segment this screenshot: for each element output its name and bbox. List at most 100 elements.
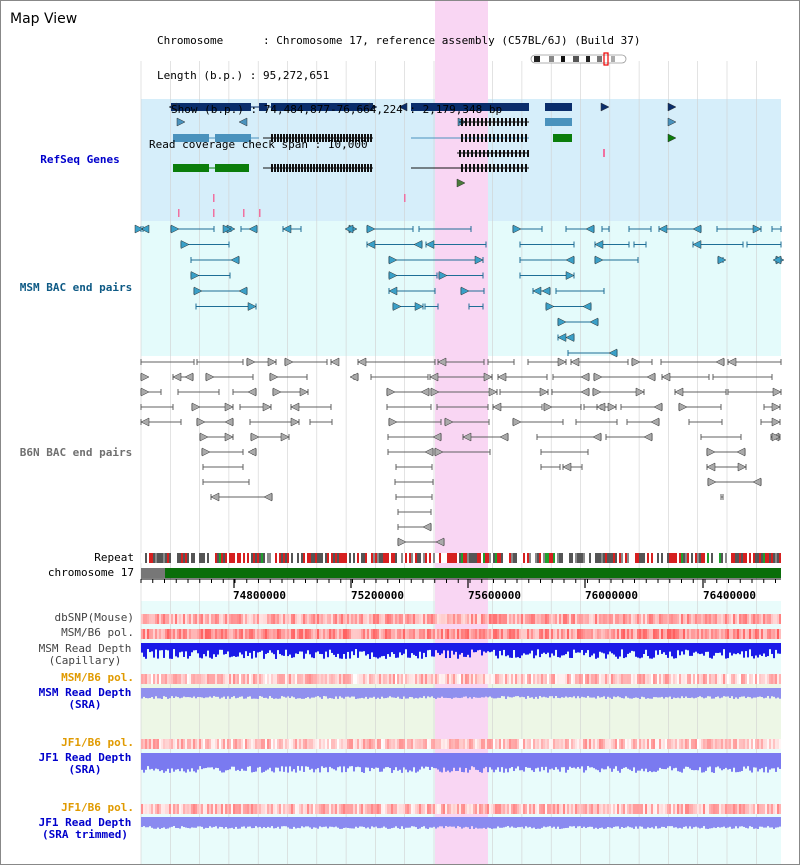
msm-depth-sra-bar (641, 688, 643, 697)
dbsnp-heat-cell (181, 614, 183, 624)
jf1-depth-sra-bar (727, 753, 729, 770)
msm-depth-sra-bar (315, 688, 317, 697)
msm-bac-pair-arrow (438, 271, 448, 280)
dbsnp-heat-cell (263, 614, 265, 624)
repeat-feature (337, 553, 339, 563)
msm-depth-cap-bar (409, 643, 411, 658)
jf1-pol-heat-cell (383, 739, 385, 749)
msm-pol-heat-cell (465, 629, 467, 639)
msm-depth-sra-bar (231, 688, 233, 698)
msm-pol-heat-cell (655, 629, 657, 639)
repeat-feature (489, 553, 491, 563)
jf1-pol-trim-heat-cell (755, 804, 757, 814)
repeat-feature (419, 553, 421, 563)
repeat-feature (521, 553, 523, 563)
jf1-pol-trim-heat-cell (741, 804, 743, 814)
jf1-pol-trim-heat-cell (205, 804, 207, 814)
refseq-exon-tick (461, 134, 463, 142)
msm-depth-sra-bar (467, 688, 469, 699)
b6n-bac-pair-arrow (706, 447, 716, 457)
msm-pol-sra-heat-cell (753, 674, 755, 684)
msm-pol-heat-cell (713, 629, 715, 639)
msm-depth-cap-bar (205, 643, 207, 657)
msm-pol-heat-cell (239, 629, 241, 639)
dbsnp-heat-cell (671, 614, 673, 624)
msm-depth-sra-bar (685, 688, 687, 697)
jf1-pol-heat-cell (753, 739, 755, 749)
jf1-pol-heat-cell (295, 739, 297, 749)
jf1-depth-sra-bar (507, 753, 509, 773)
msm-depth-sra-bar (309, 688, 311, 699)
msm-depth-cap-bar (211, 643, 213, 659)
msm-depth-sra-bar (283, 688, 285, 697)
msm-pol-sra-heat-cell (521, 674, 523, 684)
msm-depth-cap-bar (453, 643, 455, 655)
jf1-depth-trim-bar (199, 817, 201, 827)
track-label-b6n-bac[interactable]: B6N BAC end pairs (19, 446, 133, 459)
jf1-pol-trim-heat-cell (369, 804, 371, 814)
msm-depth-sra-bar (245, 688, 247, 699)
jf1-pol-trim-heat-cell (637, 804, 639, 814)
msm-depth-cap-bar (519, 643, 521, 659)
jf1-pol-trim-heat-cell (463, 804, 465, 814)
chromosome-band (141, 568, 781, 578)
jf1-pol-trim-heat-cell (403, 804, 405, 814)
track-label-refseq[interactable]: RefSeq Genes (40, 153, 120, 166)
jf1-depth-trim-bar (235, 817, 237, 827)
repeat-feature (707, 553, 709, 563)
jf1-pol-heat-cell (217, 739, 219, 749)
msm-depth-cap-bar (235, 643, 237, 657)
msm-pol-heat-cell (649, 629, 651, 639)
msm-bac-pair-arrow (366, 224, 376, 234)
repeat-feature (559, 553, 561, 563)
repeat-feature (667, 553, 669, 563)
jf1-depth-trim-bar (665, 817, 667, 829)
jf1-pol-trim-heat-cell (189, 804, 191, 814)
msm-depth-sra-bar (597, 688, 599, 697)
msm-depth-cap-bar (387, 643, 389, 655)
msm-depth-cap-bar (715, 643, 717, 653)
msm-depth-sra-bar (635, 688, 637, 698)
b6n-bac-pair-arrow (290, 417, 300, 427)
jf1-pol-heat-cell (201, 739, 203, 749)
msm-depth-sra-bar (455, 688, 457, 698)
jf1-pol-heat-cell (363, 739, 365, 749)
track-label-msm-bac[interactable]: MSM BAC end pairs (19, 281, 133, 294)
jf1-pol-heat-cell (489, 739, 491, 749)
msm-pol-sra-heat-cell (233, 674, 235, 684)
jf1-pol-heat-cell (585, 739, 587, 749)
msm-depth-sra-bar (413, 688, 415, 699)
msm-pol-sra-heat-cell (245, 674, 247, 684)
msm-depth-cap-bar (423, 643, 425, 653)
msm-pol-heat-cell (349, 629, 351, 639)
msm-pol-sra-heat-cell (551, 674, 553, 684)
msm-pol-sra-heat-cell (589, 674, 591, 684)
jf1-depth-sra-bar (457, 753, 459, 771)
dbsnp-heat-cell (265, 614, 267, 624)
msm-depth-sra-bar (541, 688, 543, 698)
msm-pol-heat-cell (421, 629, 423, 639)
msm-bac-pair-arrow (230, 255, 240, 265)
msm-depth-cap-bar (521, 643, 523, 656)
msm-pol-sra-heat-cell (353, 674, 355, 684)
jf1-pol-trim-heat-cell (713, 804, 715, 814)
msm-pol-sra-heat-cell (475, 674, 477, 684)
msm-depth-cap-bar (623, 643, 625, 659)
jf1-depth-sra-bar (405, 753, 407, 770)
jf1-depth-sra-bar (403, 753, 405, 768)
jf1-depth-sra-bar (695, 753, 697, 771)
jf1-depth-trim-bar (263, 817, 265, 828)
jf1-depth-sra-bar (363, 753, 365, 773)
jf1-depth-trim-bar (639, 817, 641, 827)
msm-depth-cap-bar (527, 643, 529, 655)
msm-depth-cap-bar (287, 643, 289, 657)
refseq-marker (243, 209, 245, 217)
jf1-depth-trim-bar (253, 817, 255, 829)
msm-depth-cap-bar (417, 643, 419, 659)
jf1-pol-heat-cell (343, 739, 345, 749)
msm-depth-cap-bar (483, 643, 485, 652)
jf1-depth-trim-bar (737, 817, 739, 829)
dbsnp-heat-cell (291, 614, 293, 624)
msm-pol-sra-heat-cell (239, 674, 241, 684)
